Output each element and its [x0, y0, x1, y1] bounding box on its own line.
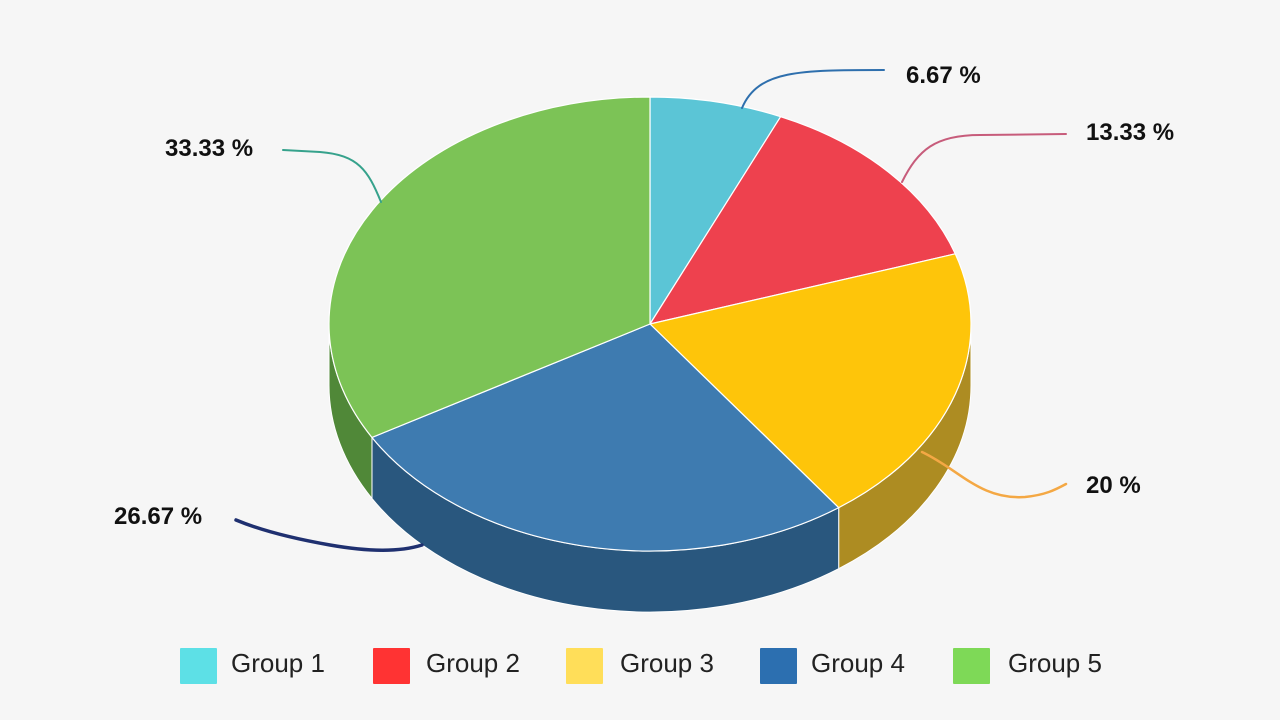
legend-swatch-group-5: [953, 648, 990, 684]
legend: Group 1 Group 2 Group 3 Group 4 Group 5: [180, 648, 1102, 684]
pie-slices: [328, 96, 972, 552]
pie-slice-group-5: [328, 96, 651, 439]
legend-label-group-2: Group 2: [426, 648, 520, 678]
leader-line-group-3: [920, 450, 1068, 499]
pie-slice-group-4: [371, 323, 840, 552]
leader-lines: [234, 69, 1068, 552]
legend-swatch-group-1: [180, 648, 217, 684]
value-label-group-5: 33.33 %: [165, 135, 253, 162]
legend-swatch-group-3: [566, 648, 603, 684]
value-label-group-4: 26.67 %: [114, 503, 202, 530]
value-label-group-3: 20 %: [1086, 472, 1141, 499]
leader-line-group-1: [741, 69, 885, 109]
legend-label-group-1: Group 1: [231, 648, 325, 678]
pie-slice-group-1: [649, 96, 782, 325]
legend-swatch-group-2: [373, 648, 410, 684]
pie-slice-group-2: [649, 116, 956, 325]
legend-label-group-3: Group 3: [620, 648, 714, 678]
value-label-group-1: 6.67 %: [906, 62, 981, 89]
value-labels: 6.67 % 13.33 % 20 % 26.67 % 33.33 %: [114, 62, 1174, 530]
leader-line-group-4: [234, 518, 424, 552]
leader-line-group-2: [901, 133, 1067, 183]
value-label-group-2: 13.33 %: [1086, 119, 1174, 146]
legend-label-group-5: Group 5: [1008, 648, 1102, 678]
legend-label-group-4: Group 4: [811, 648, 905, 678]
legend-swatch-group-4: [760, 648, 797, 684]
pie-slice-group-3: [649, 253, 972, 509]
leader-line-group-5: [282, 149, 382, 203]
